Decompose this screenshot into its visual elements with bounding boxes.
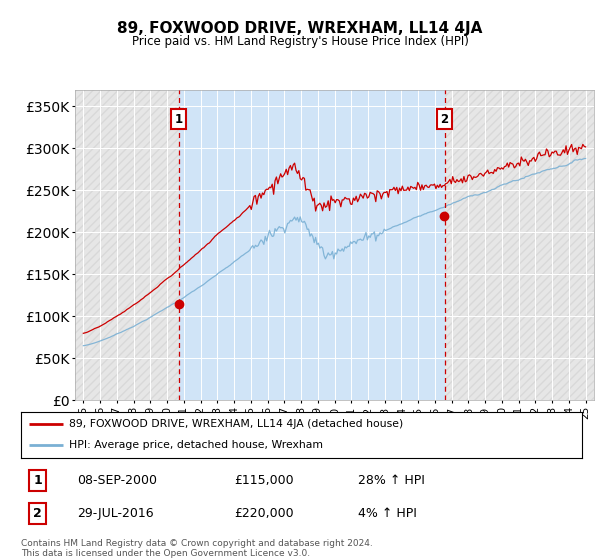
Text: 1: 1 xyxy=(175,113,182,125)
Bar xyxy=(75,90,179,400)
Bar xyxy=(445,90,594,400)
Text: 89, FOXWOOD DRIVE, WREXHAM, LL14 4JA (detached house): 89, FOXWOOD DRIVE, WREXHAM, LL14 4JA (de… xyxy=(68,419,403,429)
Text: £220,000: £220,000 xyxy=(234,507,294,520)
Bar xyxy=(75,90,179,400)
Text: 4% ↑ HPI: 4% ↑ HPI xyxy=(358,507,416,520)
Text: 28% ↑ HPI: 28% ↑ HPI xyxy=(358,474,424,487)
Text: Price paid vs. HM Land Registry's House Price Index (HPI): Price paid vs. HM Land Registry's House … xyxy=(131,35,469,48)
Text: HPI: Average price, detached house, Wrexham: HPI: Average price, detached house, Wrex… xyxy=(68,440,323,450)
Text: 1: 1 xyxy=(34,474,42,487)
Bar xyxy=(179,90,445,400)
Text: £115,000: £115,000 xyxy=(234,474,294,487)
Text: 08-SEP-2000: 08-SEP-2000 xyxy=(77,474,157,487)
Text: Contains HM Land Registry data © Crown copyright and database right 2024.
This d: Contains HM Land Registry data © Crown c… xyxy=(21,539,373,558)
Text: 2: 2 xyxy=(440,113,449,125)
Bar xyxy=(445,90,594,400)
Text: 2: 2 xyxy=(34,507,42,520)
Text: 29-JUL-2016: 29-JUL-2016 xyxy=(77,507,154,520)
Text: 89, FOXWOOD DRIVE, WREXHAM, LL14 4JA: 89, FOXWOOD DRIVE, WREXHAM, LL14 4JA xyxy=(118,21,482,36)
